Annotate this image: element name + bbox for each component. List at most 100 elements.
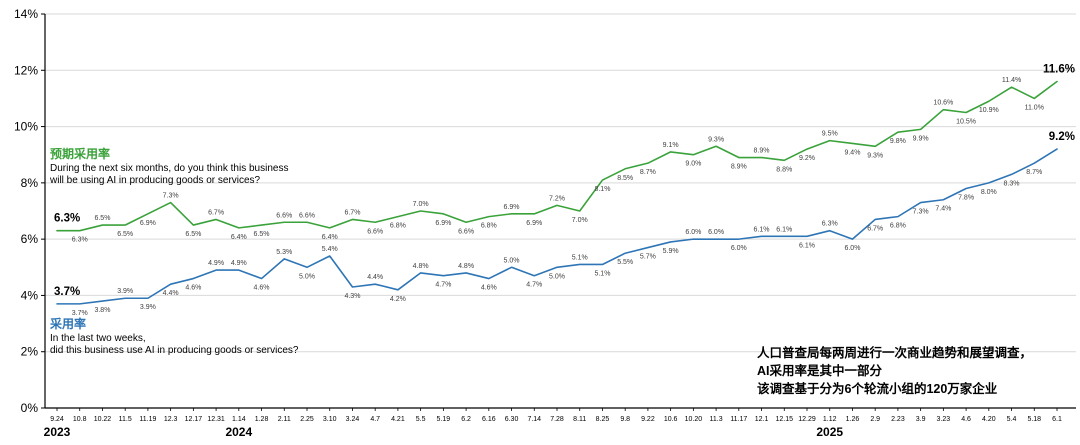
x-axis-label: 3.23 [937,416,951,423]
data-point-label: 9.1% [663,142,679,149]
y-axis-label: 8% [21,176,39,190]
data-point-label: 6.9% [526,220,542,227]
data-point-label: 4.4% [367,274,383,281]
data-point-label: 4.6% [185,285,201,292]
data-point-label: 7.2% [549,195,565,202]
x-axis-label: 12.17 [185,416,203,423]
data-point-label: 7.3% [913,209,929,216]
data-point-label: 6.6% [367,228,383,235]
data-point-label: 10.6% [933,100,953,107]
data-point-label: 4.6% [481,285,497,292]
data-point-label: 5.0% [504,257,520,264]
x-axis-label: 12.3 [164,416,178,423]
data-point-label: 6.6% [276,212,292,219]
data-point-label: 6.5% [117,231,133,238]
data-point-label: 7.8% [958,194,974,201]
data-point-label: 5.7% [640,254,656,261]
data-point-label: 6.3% [72,237,88,244]
data-point-label: 4.7% [435,282,451,289]
data-point-label: 8.1% [594,186,610,193]
data-point-label: 6.8% [890,223,906,230]
x-axis-label: 10.20 [685,416,703,423]
x-axis-label: 10.22 [94,416,112,423]
x-axis-label: 6.16 [482,416,496,423]
x-axis-label: 1.12 [823,416,837,423]
adoption-question-line1: In the last two weeks, [50,332,146,344]
data-point-label: 8.3% [1004,180,1020,187]
adoption-question-line2: did this business use AI in producing go… [50,345,299,356]
y-axis-label: 14% [14,7,38,21]
data-point-label: 7.0% [413,201,429,208]
data-point-label: 9.3% [867,152,883,159]
x-axis-label: 12.29 [798,416,816,423]
x-axis-label: 11.19 [139,416,156,423]
x-axis-label: 3.10 [323,416,337,423]
x-axis-label: 5.4 [1007,416,1017,423]
x-axis-label: 8.11 [573,416,586,423]
survey-source-line2: AI采用率是其中一部分 [757,364,883,378]
x-axis-label: 9.8 [620,416,630,423]
data-point-label: 4.9% [208,260,224,267]
data-point-label: 8.8% [776,166,792,173]
data-point-label: 6.3% [822,221,838,228]
data-point-label: 6.0% [685,229,701,236]
x-axis-label: 4.6 [961,416,971,423]
data-point-label: 6.9% [504,204,520,211]
endpoint-value-label: 3.7% [54,286,80,298]
x-axis-label: 8.25 [596,416,610,423]
x-axis-label: 9.22 [641,416,655,423]
x-axis-label: 11.5 [119,416,132,423]
data-point-label: 8.7% [640,169,656,176]
data-point-label: 9.4% [844,149,860,156]
data-point-label: 5.4% [322,246,338,253]
data-point-label: 6.1% [776,226,792,233]
x-axis-label: 2.9 [870,416,880,423]
x-axis-label: 12.1 [755,416,769,423]
data-point-label: 6.9% [140,220,156,227]
x-axis-label: 3.9 [916,416,926,423]
x-axis-label: 5.5 [416,416,426,423]
x-axis-label: 1.28 [255,416,269,423]
data-point-label: 9.2% [799,155,815,162]
data-point-label: 5.5% [617,259,633,266]
x-axis-label: 6.30 [505,416,519,423]
data-point-label: 3.9% [140,304,156,311]
data-point-label: 6.8% [481,223,497,230]
expected-adoption-annotation: 预期采用率 During the next six months, do you… [50,148,288,188]
x-axis-label: 1.26 [846,416,860,423]
data-point-label: 6.9% [435,220,451,227]
expected-adoption-question-line2: will be using AI in producing goods or s… [50,175,261,186]
data-point-label: 8.9% [731,164,747,171]
y-axis-label: 12% [14,63,38,77]
data-point-label: 8.7% [1026,169,1042,176]
survey-source-line3: 该调查基于分为6个轮流小组的120万家企业 [757,382,998,396]
data-point-label: 4.3% [344,293,360,300]
data-point-label: 6.7% [208,209,224,216]
x-axis-label: 7.14 [527,416,541,423]
x-axis-label: 2.23 [891,416,905,423]
data-point-label: 3.8% [94,307,110,314]
data-point-label: 5.9% [663,248,679,255]
data-point-label: 6.7% [867,225,883,232]
data-point-label: 6.0% [844,245,860,252]
endpoint-value-label: 11.6% [1043,64,1075,76]
data-point-label: 6.1% [799,242,815,249]
data-point-label: 9.3% [708,136,724,143]
data-point-label: 4.8% [413,263,429,270]
data-point-label: 7.0% [572,217,588,224]
year-label: 2024 [225,425,252,439]
x-axis-label: 4.21 [391,416,405,423]
data-point-label: 6.6% [299,212,315,219]
data-point-label: 5.1% [572,254,588,261]
x-axis-label: 10.8 [73,416,87,423]
y-axis-label: 6% [21,232,39,246]
adoption-label: 采用率 [50,317,87,331]
data-point-label: 5.1% [594,270,610,277]
data-point-label: 3.7% [72,310,88,317]
x-axis-label: 4.7 [370,416,380,423]
x-axis-label: 6.2 [461,416,471,423]
y-axis-label: 4% [21,288,39,302]
survey-source-line1: 人口普查局每两周进行一次商业趋势和展望调查， [757,346,1033,360]
x-axis-label: 6.1 [1052,416,1062,423]
